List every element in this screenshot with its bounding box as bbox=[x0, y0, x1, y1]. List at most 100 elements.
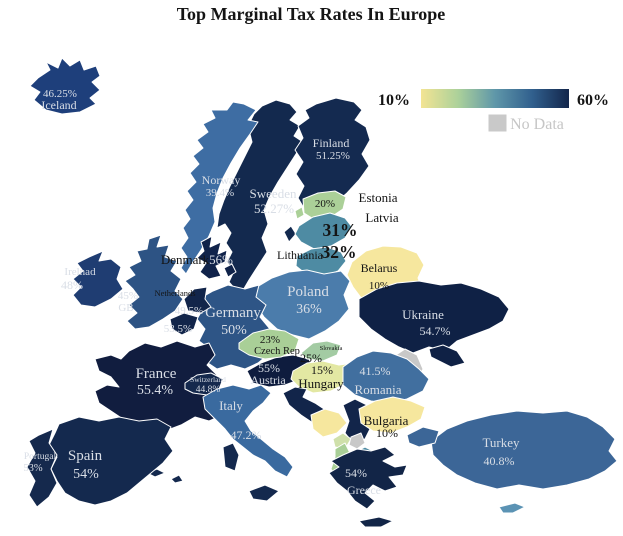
label-bulgaria-name: Bulgaria bbox=[364, 413, 409, 428]
country-gb bbox=[124, 234, 184, 330]
legend-no-data-swatch bbox=[487, 113, 508, 133]
country-cyprus bbox=[498, 502, 526, 514]
label-estonia-name: Estonia bbox=[359, 190, 398, 205]
region-sicily bbox=[248, 484, 280, 502]
country-bulgaria bbox=[358, 396, 426, 434]
country-netherlands bbox=[183, 286, 212, 314]
country-estonia-island bbox=[294, 206, 305, 220]
label-portugal-value: 53% bbox=[23, 463, 43, 474]
label-sweden-name: Sweeden bbox=[250, 186, 297, 201]
label-iceland-name: Iceland bbox=[41, 98, 76, 112]
label-czech-value: 23% bbox=[260, 334, 280, 346]
label-switzerland-value: 44.8% bbox=[196, 385, 221, 395]
label-norway-value: 39.4% bbox=[206, 187, 234, 199]
label-austria-value: 55% bbox=[258, 361, 280, 375]
label-denmark-value: 56% bbox=[209, 252, 233, 267]
country-kosovo bbox=[348, 432, 366, 450]
label-finland-value: 51.25% bbox=[316, 150, 350, 162]
label-czech-name: Czech Rep bbox=[254, 346, 300, 357]
label-austria-name: Austria bbox=[250, 373, 286, 387]
country-latvia bbox=[294, 212, 353, 250]
legend-gradient-bar bbox=[421, 89, 569, 108]
label-finland-name: Finland bbox=[313, 136, 350, 150]
label-germany-name: Germany bbox=[205, 305, 261, 321]
label-hungary-name: Hungary bbox=[298, 376, 344, 391]
country-estonia bbox=[302, 190, 347, 221]
label-lithuania-value: 32% bbox=[322, 242, 357, 262]
label-greece-name: Greece bbox=[347, 483, 381, 497]
label-ireland-name: Irelnad bbox=[64, 266, 96, 278]
country-shapes bbox=[26, 57, 618, 528]
label-poland-value: 36% bbox=[296, 302, 322, 317]
country-france bbox=[94, 340, 232, 436]
label-estonia-value: 20% bbox=[315, 198, 335, 210]
label-gb-value: 45% bbox=[118, 290, 138, 302]
label-norway-name: Norway bbox=[202, 173, 241, 187]
country-turkey bbox=[430, 410, 618, 490]
label-hungary-value: 15% bbox=[311, 363, 333, 377]
label-spain-name: Spain bbox=[68, 448, 103, 464]
label-poland-name: Poland bbox=[287, 284, 329, 300]
label-ireland-value: 48% bbox=[61, 278, 83, 292]
country-sweden-gotland bbox=[283, 225, 297, 243]
country-bosnia bbox=[310, 408, 348, 438]
label-lithuania-name: Lithuania bbox=[277, 248, 324, 262]
label-portugal-name: Portugal bbox=[24, 452, 57, 462]
label-belarus-value: 10% bbox=[369, 280, 389, 292]
legend-max-label: 60% bbox=[577, 92, 609, 109]
legend-min-label: 10% bbox=[378, 92, 410, 109]
label-ukraine-name: Ukraine bbox=[402, 307, 444, 322]
label-greece-value: 54% bbox=[345, 466, 367, 480]
label-ukraine-value: 54.7% bbox=[420, 324, 451, 338]
country-italy bbox=[202, 384, 294, 478]
label-slovakia-value: 25% bbox=[300, 351, 322, 365]
label-italy-name: Italy bbox=[219, 398, 243, 413]
country-slovakia bbox=[300, 340, 342, 362]
label-italy-value: 47.2% bbox=[231, 428, 262, 442]
country-sweden bbox=[216, 99, 304, 311]
country-poland bbox=[254, 269, 351, 340]
legend-no-data-label: No Data bbox=[510, 116, 564, 133]
region-crimea bbox=[428, 344, 466, 368]
label-germany-value: 50% bbox=[221, 323, 247, 338]
label-netherlands-name: Netherlands bbox=[154, 288, 195, 298]
country-denmark-zealand bbox=[223, 263, 237, 278]
country-norway bbox=[180, 101, 259, 275]
country-denmark bbox=[196, 235, 228, 280]
label-france-value: 55.4% bbox=[137, 383, 174, 398]
label-latvia-value: 31% bbox=[323, 220, 358, 240]
label-romania-value: 41.5% bbox=[360, 364, 391, 378]
label-switzerland-name: Switzerland bbox=[190, 375, 226, 384]
label-turkey-value: 40.8% bbox=[484, 454, 515, 468]
country-czech-republic bbox=[238, 328, 300, 360]
region-crete bbox=[358, 516, 394, 528]
label-latvia-name: Latvia bbox=[365, 210, 398, 225]
label-france-name: France bbox=[136, 366, 177, 382]
label-netherlands-value: 49.5% bbox=[175, 305, 203, 317]
region-sardinia bbox=[222, 442, 240, 472]
label-slovakia-name: Slovakia bbox=[320, 345, 343, 352]
country-iceland bbox=[29, 57, 101, 115]
label-denmark-name: Denmark bbox=[161, 252, 210, 267]
country-romania bbox=[342, 350, 430, 404]
map-title: Top Marginal Tax Rates In Europe bbox=[177, 4, 446, 24]
label-iceland-value: 46.25% bbox=[43, 88, 77, 100]
country-labels: 46.25% Iceland Norway 39.4% Sweeden 52.2… bbox=[23, 88, 520, 497]
label-gb-name: GB bbox=[118, 302, 133, 314]
country-portugal bbox=[26, 428, 58, 508]
region-turkish-thrace bbox=[406, 426, 440, 448]
label-belgium-value: 53.5% bbox=[164, 323, 192, 335]
label-bulgaria-value: 10% bbox=[376, 426, 398, 440]
label-sweden-value: 52.27% bbox=[254, 201, 294, 216]
label-romania-name: Romania bbox=[355, 382, 402, 397]
country-ukraine bbox=[358, 280, 510, 354]
country-lithuania bbox=[295, 246, 347, 278]
label-turkey-name: Turkey bbox=[482, 435, 520, 450]
legend: 10% 60% No Data bbox=[378, 89, 609, 133]
label-spain-value: 54% bbox=[73, 467, 99, 482]
country-greece bbox=[328, 446, 408, 510]
country-ireland bbox=[72, 250, 124, 308]
country-belgium bbox=[169, 312, 199, 336]
